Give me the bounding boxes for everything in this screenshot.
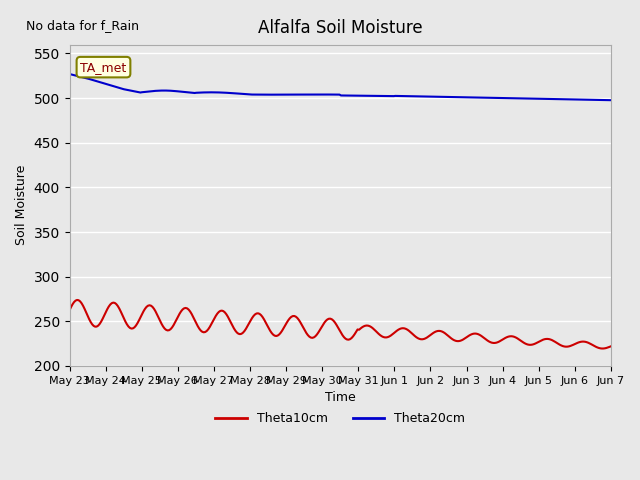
Title: Alfalfa Soil Moisture: Alfalfa Soil Moisture — [258, 20, 422, 37]
X-axis label: Time: Time — [325, 391, 356, 404]
Text: No data for f_Rain: No data for f_Rain — [26, 19, 140, 32]
Legend: Theta10cm, Theta20cm: Theta10cm, Theta20cm — [211, 408, 470, 431]
Text: TA_met: TA_met — [81, 60, 127, 73]
Y-axis label: Soil Moisture: Soil Moisture — [15, 165, 28, 245]
